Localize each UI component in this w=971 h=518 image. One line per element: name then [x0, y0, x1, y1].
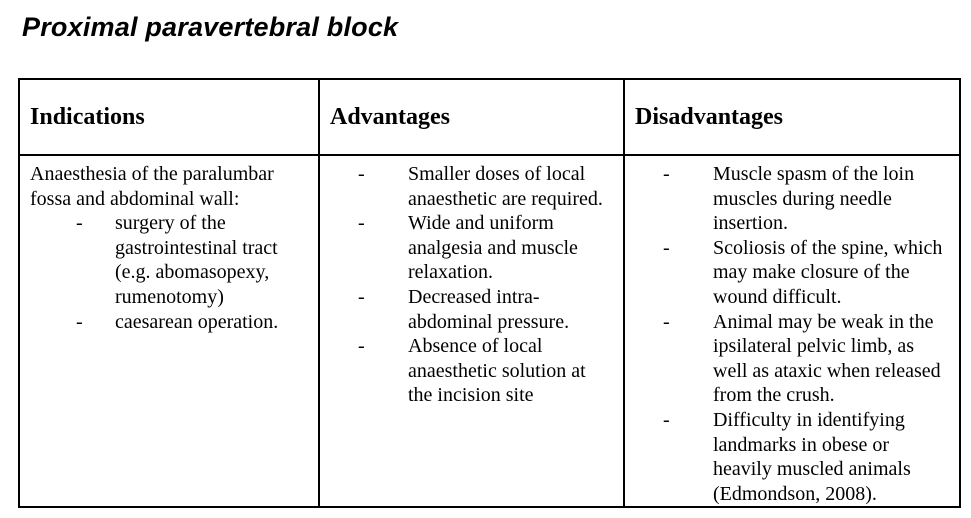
list-item: - Animal may be weak in the ipsilateral … — [635, 310, 951, 408]
dash-marker: - — [358, 335, 365, 358]
list-item-text: Muscle spasm of the loin muscles during … — [713, 163, 915, 235]
indications-list: - surgery of the gastrointestinal tract … — [30, 211, 310, 334]
page-title: Proximal paravertebral block — [22, 12, 399, 42]
list-item: - Muscle spasm of the loin muscles durin… — [635, 162, 951, 236]
dash-marker: - — [358, 285, 365, 308]
disadvantages-cell: - Muscle spasm of the loin muscles durin… — [623, 153, 961, 509]
list-item-text: surgery of the gastrointestinal tract (e… — [115, 212, 278, 308]
table-header-row: Indications Advantages Disadvantages — [18, 78, 961, 156]
list-item-text: caesarean operation. — [115, 310, 279, 333]
dash-marker: - — [663, 236, 670, 259]
dash-marker: - — [663, 163, 670, 185]
advantages-cell: - Smaller doses of local anaesthetic are… — [318, 153, 625, 509]
column-header-disadvantages: Disadvantages — [623, 78, 961, 156]
list-item-text: Smaller doses of local anaesthetic are r… — [408, 163, 603, 210]
list-item-text: Wide and uniform analgesia and muscle re… — [408, 212, 578, 284]
column-header-indications: Indications — [18, 78, 320, 156]
list-item: - Difficulty in identifying landmarks in… — [635, 408, 951, 506]
list-item-text: Difficulty in identifying landmarks in o… — [713, 408, 911, 505]
dash-marker: - — [76, 310, 83, 333]
list-item: - Smaller doses of local anaesthetic are… — [330, 162, 615, 211]
dash-marker: - — [358, 212, 365, 235]
disadvantages-list: - Muscle spasm of the loin muscles durin… — [635, 162, 951, 506]
block-comparison-table: Indications Advantages Disadvantages Ana… — [18, 78, 961, 509]
list-item: - Decreased intra-abdominal pressure. — [330, 285, 615, 334]
dash-marker: - — [663, 310, 670, 333]
column-header-advantages: Advantages — [318, 78, 625, 156]
table-body-row: Anaesthesia of the paralumbar fossa and … — [18, 153, 961, 509]
advantages-list: - Smaller doses of local anaesthetic are… — [330, 162, 615, 408]
list-item: - Wide and uniform analgesia and muscle … — [330, 211, 615, 285]
dash-marker: - — [358, 163, 365, 185]
indications-intro-text: Anaesthesia of the paralumbar fossa and … — [30, 163, 274, 210]
list-item: - Scoliosis of the spine, which may make… — [635, 236, 951, 310]
list-item: - caesarean operation. — [30, 310, 310, 335]
list-item: - surgery of the gastrointestinal tract … — [30, 211, 310, 309]
indications-cell: Anaesthesia of the paralumbar fossa and … — [18, 153, 320, 509]
list-item-text: Absence of local anaesthetic solution at… — [408, 335, 586, 407]
dash-marker: - — [663, 408, 670, 431]
list-item: - Absence of local anaesthetic solution … — [330, 334, 615, 408]
dash-marker: - — [76, 212, 83, 235]
list-item-text: Decreased intra-abdominal pressure. — [408, 285, 570, 333]
list-item-text: Scoliosis of the spine, which may make c… — [713, 236, 943, 308]
list-item-text: Animal may be weak in the ipsilateral pe… — [713, 310, 941, 407]
